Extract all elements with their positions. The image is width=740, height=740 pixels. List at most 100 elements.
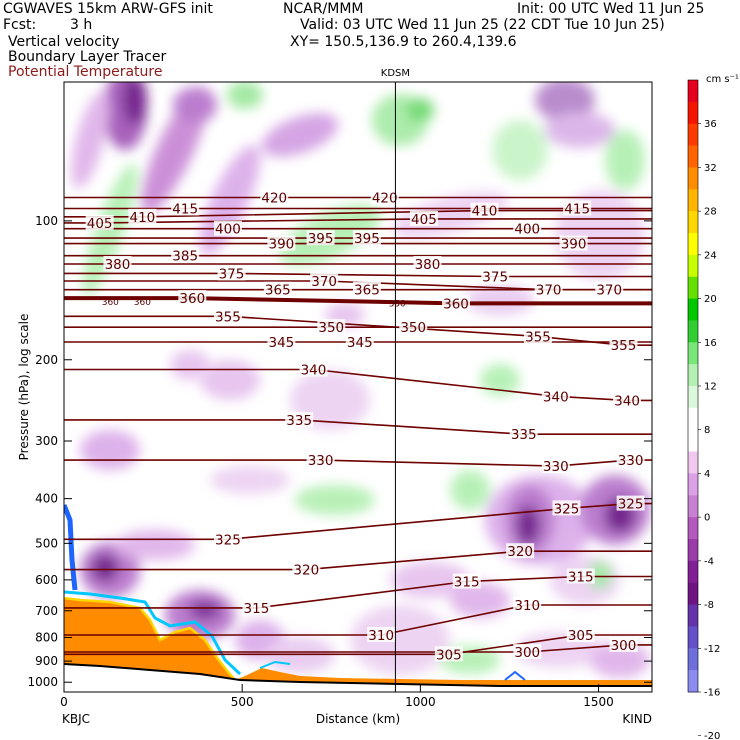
colorbar-swatch [688, 604, 698, 627]
xy-range: XY= 150.5,136.9 to 260.4,139.6 [290, 34, 517, 50]
theta-label-bg [616, 452, 645, 468]
theta-label: 305 [436, 647, 462, 663]
theta-label: 300 [611, 638, 637, 654]
theta-labels: 420 420 415 415 410 410 405 405 400 400 395 395 390 3… [85, 189, 645, 663]
theta-label-bg [613, 392, 642, 408]
w-region [91, 554, 119, 582]
colorbar-swatch [688, 626, 698, 649]
colorbar-swatch [688, 386, 698, 409]
theta-contour-335 [64, 419, 652, 435]
w-region [173, 87, 217, 123]
theta-label: 345 [268, 335, 294, 351]
theta-label-bg [352, 230, 381, 246]
theta-label: 345 [347, 335, 373, 351]
y-tick-label: 400 [35, 492, 58, 506]
colorbar-label: 36 [704, 119, 717, 130]
theta-label-bg [513, 644, 542, 660]
colorbar-label: -4 [704, 556, 714, 567]
colorbar-label: 32 [704, 163, 717, 174]
y-tick-label: 1000 [27, 675, 58, 689]
colorbar-swatch [688, 189, 698, 212]
colorbar-swatch [688, 670, 698, 693]
field-vertical-velocity: Vertical velocity [8, 34, 120, 50]
field-potential-temperature: Potential Temperature [8, 64, 163, 80]
theta-label: 355 [611, 338, 637, 354]
w-region [261, 113, 339, 157]
x-axis-label: Distance (km) [316, 712, 400, 726]
theta-contour-405 [64, 218, 652, 224]
theta-label: 380 [415, 257, 441, 273]
theta-label: 420 [261, 191, 287, 207]
theta-label: 335 [511, 427, 537, 443]
theta-label-bg [409, 210, 438, 226]
x-tick-label: 1000 [405, 695, 436, 709]
w-region [535, 82, 595, 122]
w-region [210, 466, 290, 494]
theta-label-bg [213, 220, 242, 236]
theta-label-bg [563, 200, 592, 216]
colorbar-swatch [688, 276, 698, 300]
colorbar-swatch [688, 320, 698, 343]
theta-label: 415 [172, 201, 198, 217]
colorbar-swatch [688, 407, 698, 431]
theta-label: 300 [514, 645, 540, 661]
forecast-label: Fcst: [3, 17, 37, 33]
colorbar-swatch [688, 560, 698, 584]
theta-label-bg [509, 426, 538, 442]
theta-label-bg [413, 255, 442, 271]
theta-label: 310 [514, 598, 540, 614]
theta-label: 330 [618, 453, 644, 469]
colorbar-label: -20 [704, 731, 720, 740]
colorbar-label: 16 [704, 338, 717, 349]
theta-label-bg [217, 265, 246, 281]
w-region [545, 112, 615, 148]
w-region [115, 530, 195, 560]
colorbar-swatch [688, 167, 698, 190]
theta-label-bg [452, 573, 481, 589]
colorbar-swatch [688, 254, 698, 278]
colorbar-swatch [688, 429, 698, 453]
colorbar-swatch [688, 364, 698, 387]
theta-label: 375 [219, 266, 245, 282]
theta-label-bg [103, 255, 132, 271]
colorbar-swatch [688, 342, 698, 365]
w-region [123, 82, 147, 125]
theta-label: 395 [354, 231, 380, 247]
w-region [465, 285, 535, 315]
theta-label: 305 [568, 628, 594, 644]
y-tick-label: 300 [35, 434, 58, 448]
w-region [170, 350, 210, 380]
theta-label: 310 [368, 628, 394, 644]
w-region [492, 120, 548, 180]
theta-label-small: 350 [389, 299, 406, 309]
colorbar-swatch [688, 298, 698, 321]
theta-label-small: 360 [102, 298, 119, 308]
y-tick-label: 900 [35, 654, 58, 668]
theta-label: 320 [293, 563, 319, 579]
x-axis: 0 500 1000 1500 [60, 684, 614, 709]
theta-label-bg [292, 561, 321, 577]
colorbar-swatch [688, 211, 698, 234]
theta-label: 385 [172, 249, 198, 265]
theta-label-bg [559, 235, 588, 251]
colorbar-swatch [688, 80, 698, 103]
theta-label-bg [285, 411, 314, 427]
boundary-layer-tracer [64, 598, 652, 692]
theta-label-bg [595, 281, 624, 297]
w-region [71, 91, 109, 189]
theta-label-bg [85, 214, 114, 230]
theta-label-bg [470, 202, 499, 218]
theta-label: 365 [265, 283, 291, 299]
theta-label-bg [345, 333, 374, 349]
theta-label-bg [171, 247, 200, 263]
theta-contour-375 [64, 272, 652, 278]
colorbar-swatch [688, 648, 698, 671]
colorbar-swatch [688, 101, 698, 125]
theta-label-bg [242, 599, 271, 615]
theta-label: 405 [87, 216, 113, 232]
colorbar-label: 12 [704, 382, 717, 393]
theta-label: 340 [301, 363, 327, 379]
colorbar-swatch [688, 582, 698, 606]
theta-label-bg [513, 220, 542, 236]
